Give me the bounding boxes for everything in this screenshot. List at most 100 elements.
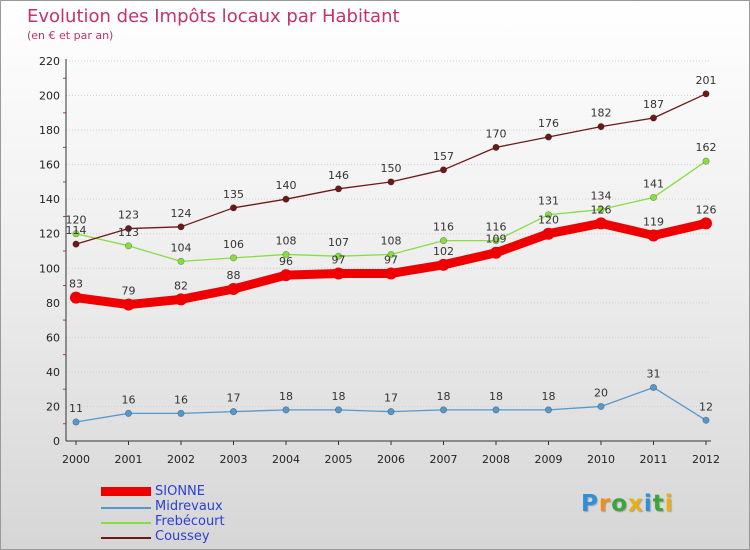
brand-logo: Proxiti: [581, 491, 674, 517]
data-label-sionne: 96: [279, 255, 293, 268]
y-tick-label: 60: [46, 331, 60, 344]
data-point-coussey: [702, 90, 710, 98]
data-label-midrevaux: 16: [174, 393, 188, 406]
x-tick-label: 2009: [535, 453, 563, 466]
data-point-coussey: [230, 204, 238, 212]
legend-swatch-sionne: [101, 487, 151, 496]
legend-item-frebecourt: Frebécourt: [101, 515, 261, 530]
chart-subtitle: (en € et par an): [27, 29, 114, 42]
y-tick-label: 0: [53, 435, 60, 448]
data-point-midrevaux: [439, 406, 447, 414]
data-label-sionne: 120: [538, 214, 559, 227]
data-point-frebcourt: [597, 206, 605, 214]
y-tick-label: 80: [46, 297, 60, 310]
data-label-coussey: 150: [381, 162, 402, 175]
data-point-coussey: [387, 178, 395, 186]
data-label-frebcourt: 106: [223, 238, 244, 251]
data-point-frebcourt: [125, 242, 133, 250]
data-label-coussey: 201: [696, 74, 717, 87]
legend-item-sionne: SIONNE: [101, 485, 261, 500]
y-tick-label: 40: [46, 366, 60, 379]
data-label-sionne: 82: [174, 279, 188, 292]
x-tick-label: 2000: [62, 453, 90, 466]
legend-label-coussey: Coussey: [155, 529, 210, 544]
data-label-sionne: 126: [591, 203, 612, 216]
x-tick-label: 2012: [692, 453, 720, 466]
data-label-frebcourt: 141: [643, 177, 664, 190]
data-point-sionne: [490, 246, 502, 259]
data-point-sionne: [437, 258, 450, 271]
y-tick-label: 160: [39, 159, 60, 172]
data-label-frebcourt: 108: [276, 234, 297, 247]
data-point-sionne: [175, 293, 187, 306]
data-point-coussey: [544, 133, 552, 141]
data-label-frebcourt: 113: [118, 226, 139, 239]
data-label-sionne: 109: [486, 233, 507, 246]
brand-letter: t: [652, 491, 665, 517]
data-label-frebcourt: 104: [171, 241, 192, 254]
legend-label-sionne: SIONNE: [155, 484, 205, 499]
data-label-midrevaux: 31: [647, 367, 661, 380]
data-label-frebcourt: 108: [381, 234, 402, 247]
legend-item-coussey: Coussey: [101, 530, 261, 545]
y-tick-label: 200: [39, 90, 60, 103]
data-point-coussey: [649, 114, 657, 122]
chart-title: Evolution des Impôts locaux par Habitant: [27, 6, 400, 27]
data-point-frebcourt: [649, 193, 657, 201]
data-label-frebcourt: 116: [433, 221, 454, 234]
data-point-sionne: [332, 267, 345, 280]
data-point-midrevaux: [597, 402, 605, 410]
data-point-coussey: [492, 143, 500, 151]
data-point-coussey: [597, 123, 605, 131]
x-tick-label: 2002: [167, 453, 195, 466]
data-point-frebcourt: [177, 257, 185, 265]
data-point-midrevaux: [72, 418, 80, 426]
data-point-midrevaux: [649, 383, 657, 391]
data-label-coussey: 135: [223, 188, 244, 201]
data-point-frebcourt: [439, 237, 447, 245]
data-point-frebcourt: [492, 237, 500, 245]
data-point-sionne: [385, 267, 397, 280]
legend-swatch-midrevaux: [101, 507, 151, 509]
data-point-coussey: [177, 223, 185, 231]
data-point-frebcourt: [282, 250, 290, 258]
data-point-midrevaux: [544, 406, 552, 414]
data-point-sionne: [122, 298, 135, 311]
x-tick-label: 2008: [482, 453, 510, 466]
data-point-sionne: [227, 283, 240, 295]
data-label-midrevaux: 20: [594, 386, 608, 399]
data-label-sionne: 79: [122, 285, 136, 298]
data-label-coussey: 170: [486, 127, 507, 140]
brand-letter: P: [581, 491, 599, 517]
data-label-frebcourt: 120: [66, 214, 87, 227]
y-tick-label: 220: [39, 55, 60, 68]
data-point-midrevaux: [492, 406, 500, 414]
legend-item-midrevaux: Midrevaux: [101, 500, 261, 515]
data-point-frebcourt: [544, 211, 552, 219]
data-label-midrevaux: 16: [122, 393, 136, 406]
data-point-sionne: [595, 217, 607, 230]
data-point-frebcourt: [72, 230, 80, 238]
data-point-frebcourt: [334, 252, 342, 260]
x-tick-label: 2005: [325, 453, 353, 466]
data-point-sionne: [700, 217, 712, 230]
data-label-coussey: 176: [538, 117, 559, 130]
legend-label-frebecourt: Frebécourt: [155, 514, 225, 529]
data-point-coussey: [282, 195, 290, 203]
data-label-coussey: 124: [171, 207, 192, 220]
data-point-frebcourt: [702, 157, 710, 165]
x-tick-label: 2001: [115, 453, 143, 466]
legend: SIONNE Midrevaux Frebécourt Coussey: [101, 485, 261, 545]
y-tick-label: 20: [46, 400, 60, 413]
brand-letter: i: [643, 491, 653, 517]
data-label-coussey: 140: [276, 179, 297, 192]
data-label-coussey: 157: [433, 150, 454, 163]
y-tick-label: 100: [39, 262, 60, 275]
data-point-frebcourt: [387, 250, 395, 258]
data-point-midrevaux: [125, 409, 133, 417]
data-point-midrevaux: [230, 408, 238, 416]
data-label-midrevaux: 17: [384, 392, 398, 405]
x-tick-label: 2003: [220, 453, 248, 466]
